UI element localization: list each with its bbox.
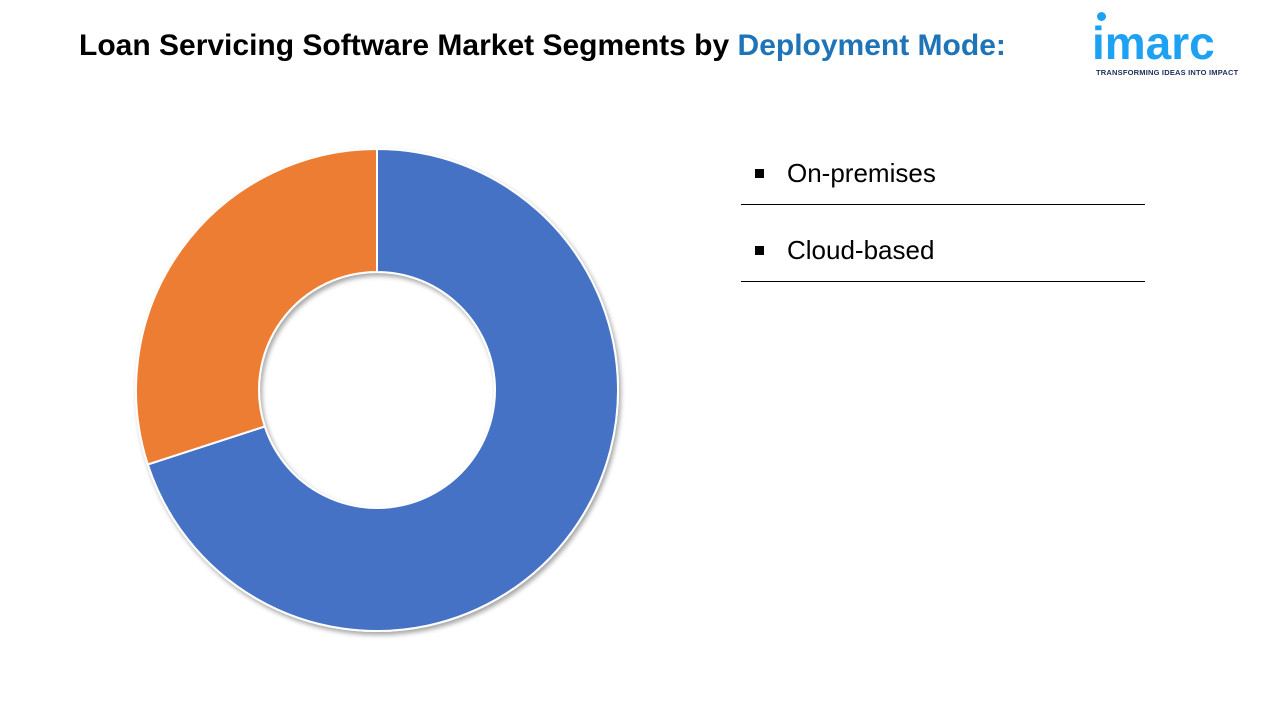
donut-chart (135, 147, 619, 632)
page-title: Loan Servicing Software Market Segments … (79, 24, 1009, 68)
legend-label: Cloud-based (787, 234, 935, 265)
chart-legend: On-premises Cloud-based (741, 142, 1145, 296)
logo-dot-icon (1097, 12, 1106, 21)
square-bullet-icon (755, 245, 764, 255)
donut-slice-cloud-based (135, 147, 378, 466)
legend-item-cloud-based: Cloud-based (741, 219, 1145, 282)
title-accent: Deployment Mode: (737, 29, 1006, 62)
donut-slice-on-premises (146, 147, 619, 632)
legend-item-on-premises: On-premises (741, 142, 1145, 205)
square-bullet-icon (755, 168, 764, 178)
legend-label: On-premises (787, 157, 936, 188)
logo-wordmark: imarc (1092, 17, 1215, 69)
logo-tagline: TRANSFORMING IDEAS INTO IMPACT (1096, 68, 1239, 77)
title-main: Loan Servicing Software Market Segments … (79, 29, 738, 62)
imarc-logo: imarc TRANSFORMING IDEAS INTO IMPACT (1092, 12, 1252, 80)
